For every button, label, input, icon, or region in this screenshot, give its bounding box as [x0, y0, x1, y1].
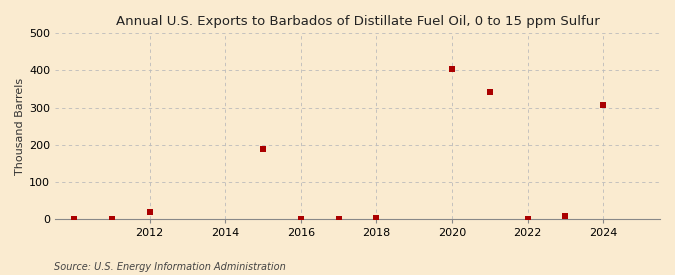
Title: Annual U.S. Exports to Barbados of Distillate Fuel Oil, 0 to 15 ppm Sulfur: Annual U.S. Exports to Barbados of Disti…: [115, 15, 599, 28]
Point: [333, 216, 344, 221]
Point: [560, 214, 571, 218]
Point: [371, 216, 382, 221]
Point: [69, 217, 80, 221]
Point: [107, 217, 117, 221]
Point: [598, 103, 609, 107]
Point: [522, 216, 533, 221]
Point: [447, 66, 458, 71]
Point: [258, 147, 269, 151]
Point: [296, 217, 306, 221]
Y-axis label: Thousand Barrels: Thousand Barrels: [15, 78, 25, 175]
Text: Source: U.S. Energy Information Administration: Source: U.S. Energy Information Administ…: [54, 262, 286, 272]
Point: [144, 209, 155, 214]
Point: [485, 90, 495, 94]
